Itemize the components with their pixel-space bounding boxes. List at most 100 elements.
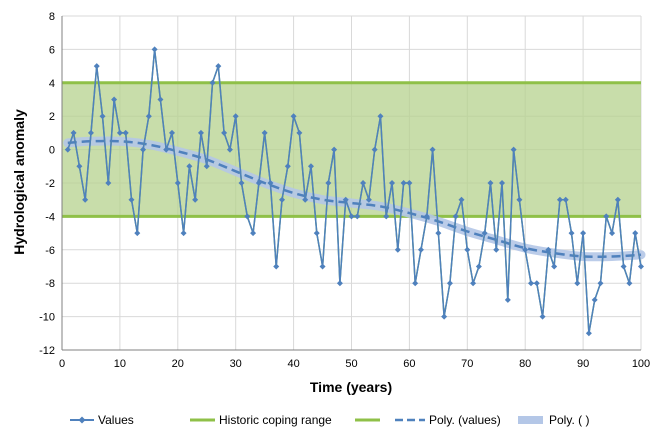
y-tick-label-2: -8	[45, 278, 55, 290]
values-point-64	[435, 230, 442, 237]
y-tick-label-4: -4	[45, 211, 55, 223]
values-point-39	[290, 113, 297, 120]
values-point-37	[279, 196, 286, 203]
values-point-8	[111, 96, 118, 103]
values-point-60	[412, 280, 419, 287]
values-point-31	[244, 213, 251, 220]
poly-values-trendline	[67, 139, 642, 259]
values-point-56	[389, 180, 396, 186]
legend-poly-values-label: Poly. (values)	[429, 413, 501, 427]
values-point-3	[82, 196, 89, 203]
values-point-76	[504, 296, 511, 303]
values-point-51	[360, 180, 367, 186]
y-tick-label-1: -10	[39, 312, 55, 324]
values-point-75	[499, 180, 506, 186]
values-point-82	[539, 313, 546, 320]
values-point-22	[192, 196, 199, 203]
values-point-23	[197, 129, 204, 136]
values-point-18	[169, 129, 176, 136]
values-point-59	[406, 180, 413, 186]
values-point-50	[354, 213, 361, 220]
x-tick-label-5: 50	[345, 358, 357, 370]
values-point-13	[140, 146, 147, 153]
values-point-4	[87, 129, 94, 136]
trend-lines	[63, 136, 646, 262]
values-point-65	[441, 313, 448, 320]
values-point-10	[122, 129, 129, 136]
values-point-36	[273, 263, 280, 270]
values-point-48	[342, 196, 349, 203]
values-point-77	[510, 146, 517, 153]
values-point-81	[533, 280, 540, 287]
values-point-1	[70, 129, 77, 136]
values-point-69	[464, 246, 471, 253]
values-point-0	[64, 146, 71, 153]
values-point-35	[267, 180, 274, 186]
values-series	[64, 46, 644, 337]
values-point-79	[522, 246, 529, 253]
x-tick-label-2: 20	[172, 358, 184, 370]
values-point-57	[394, 246, 401, 253]
values-point-96	[620, 263, 627, 270]
values-point-68	[458, 196, 465, 203]
values-point-93	[603, 213, 610, 220]
x-tick-label-7: 70	[461, 358, 473, 370]
values-point-25	[209, 79, 216, 86]
band-fill	[62, 82, 641, 217]
values-point-24	[203, 163, 210, 170]
values-point-14	[145, 113, 152, 120]
x-tick-label-9: 90	[577, 358, 589, 370]
values-point-26	[215, 63, 222, 70]
x-tick-label-8: 80	[519, 358, 531, 370]
y-tick-label-7: 2	[49, 111, 55, 123]
values-point-16	[157, 96, 164, 103]
y-tick-label-3: -6	[45, 245, 55, 257]
values-point-47	[336, 280, 343, 287]
values-point-45	[325, 180, 332, 186]
legend-coping-range-label: Historic coping range	[219, 413, 332, 427]
values-point-43	[313, 230, 320, 237]
values-point-46	[331, 146, 338, 153]
values-point-55	[383, 213, 390, 220]
values-point-84	[551, 263, 558, 270]
values-point-78	[516, 196, 523, 203]
values-point-38	[284, 163, 291, 170]
values-point-6	[99, 113, 106, 120]
values-point-19	[174, 180, 181, 186]
values-point-89	[580, 230, 587, 237]
legend: Values Historic coping range Poly. (values…	[70, 413, 589, 427]
values-point-61	[417, 246, 424, 253]
values-point-28	[226, 146, 233, 153]
values-point-90	[585, 330, 592, 337]
values-point-30	[238, 180, 245, 186]
y-tick-label-6: 0	[49, 145, 55, 157]
values-point-11	[128, 196, 135, 203]
values-point-58	[400, 180, 407, 186]
values-point-88	[574, 280, 581, 287]
y-axis-title: Hydrological anomaly	[11, 109, 27, 255]
values-point-87	[568, 230, 575, 237]
values-point-9	[116, 129, 123, 136]
values-point-66	[446, 280, 453, 287]
values-point-5	[93, 63, 100, 70]
values-point-92	[597, 280, 604, 287]
axes	[61, 16, 641, 351]
legend-values-label: Values	[98, 413, 134, 427]
values-point-41	[302, 196, 309, 203]
values-point-70	[470, 280, 477, 287]
values-point-99	[638, 263, 644, 270]
values-point-32	[250, 230, 257, 237]
values-point-21	[186, 163, 193, 170]
y-tick-label-8: 4	[49, 78, 55, 90]
x-tick-label-3: 30	[230, 358, 242, 370]
values-point-12	[134, 230, 141, 237]
x-tick-label-0: 0	[59, 358, 65, 370]
x-tick-label-4: 40	[287, 358, 299, 370]
values-point-17	[163, 146, 170, 153]
values-point-67	[452, 213, 459, 220]
values-point-72	[481, 230, 488, 237]
values-point-2	[76, 163, 83, 170]
values-point-52	[365, 196, 372, 203]
y-tick-label-5: -2	[45, 178, 55, 190]
